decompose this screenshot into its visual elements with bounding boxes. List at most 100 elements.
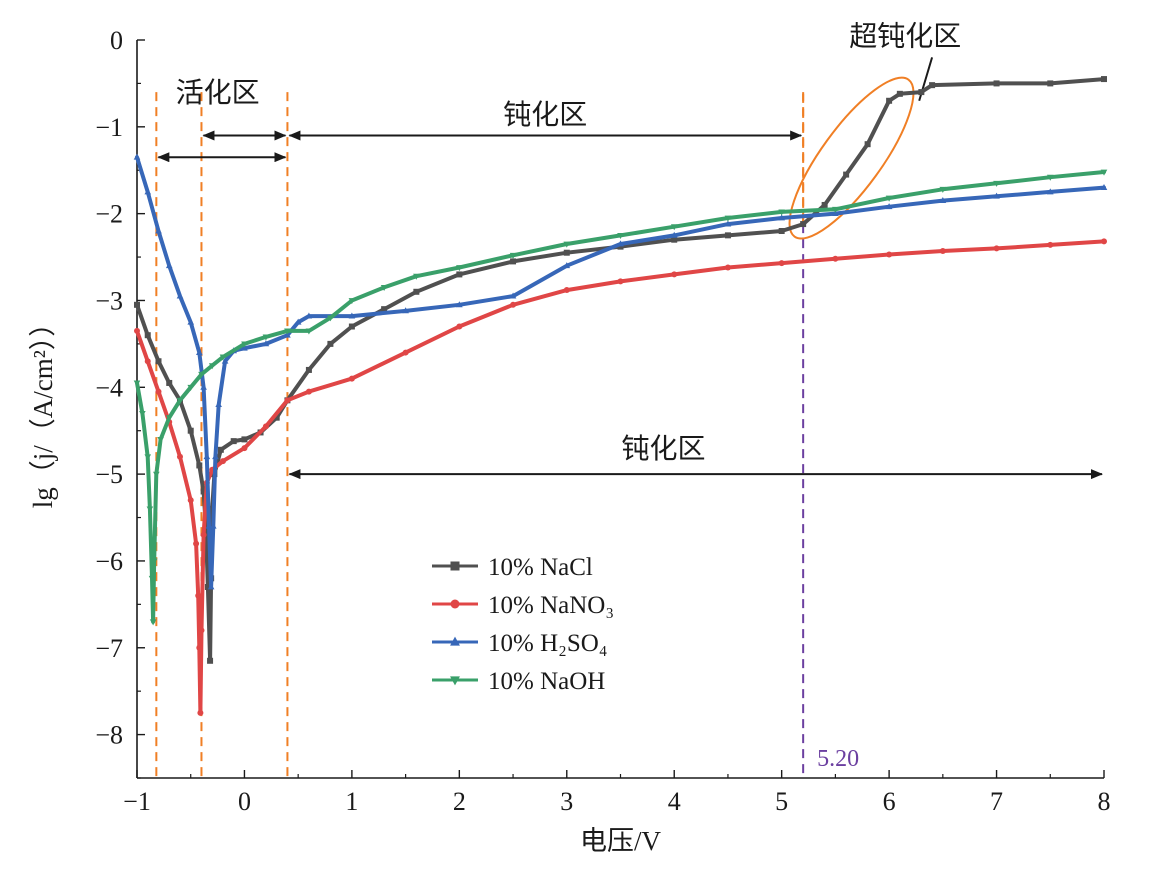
data-point	[144, 332, 151, 339]
data-point	[327, 315, 334, 322]
data-point	[139, 410, 146, 417]
data-point	[413, 273, 420, 280]
data-point	[1047, 80, 1054, 87]
data-point	[155, 227, 162, 234]
data-point	[800, 221, 807, 228]
data-point	[305, 366, 312, 373]
legend-swatch-marker	[450, 636, 460, 646]
data-point	[144, 188, 152, 195]
annotation-layer	[155, 57, 1103, 778]
data-point	[327, 340, 334, 347]
region-label: 活化区	[176, 77, 260, 109]
data-point	[176, 292, 184, 299]
series-layer	[133, 76, 1108, 716]
data-point	[144, 454, 152, 461]
x-tick-label: 0	[238, 787, 251, 816]
data-point	[153, 471, 160, 478]
data-point	[510, 258, 517, 265]
x-tick-label: 7	[990, 787, 1003, 816]
potential-marker-label: 5.20	[817, 746, 859, 772]
x-axis-title: 电压/V	[580, 826, 662, 856]
y-tick-label: −1	[95, 113, 123, 142]
data-point	[196, 462, 203, 469]
data-point	[1100, 184, 1108, 190]
data-point	[563, 241, 571, 248]
legend-swatch-marker	[450, 676, 460, 686]
data-point	[217, 446, 224, 453]
y-tick-label: −6	[95, 547, 123, 576]
data-point	[563, 262, 571, 269]
data-point	[284, 397, 291, 404]
data-point	[219, 354, 227, 361]
data-point	[939, 197, 947, 204]
series-line	[135, 155, 1106, 589]
y-tick-label: −2	[95, 200, 123, 229]
data-point	[724, 215, 732, 222]
data-point	[133, 380, 141, 387]
region-label: 钝化区	[503, 99, 587, 131]
x-tick-label: 5	[775, 787, 788, 816]
data-point	[348, 323, 355, 330]
data-point	[144, 358, 151, 365]
data-point	[778, 228, 785, 235]
data-point	[413, 288, 420, 295]
x-tick-label: 8	[1098, 787, 1111, 816]
legend-swatch-marker	[450, 561, 460, 571]
region-label: 超钝化区	[849, 21, 961, 53]
data-point	[284, 331, 291, 338]
data-point	[864, 141, 871, 148]
data-point	[241, 341, 248, 348]
data-point	[187, 427, 194, 434]
data-point	[215, 401, 222, 408]
data-point	[509, 292, 517, 299]
data-point	[778, 209, 785, 216]
data-point	[150, 558, 158, 565]
transpassive-ellipse	[788, 76, 915, 240]
data-point	[133, 153, 141, 160]
data-point	[155, 388, 162, 395]
x-tick-label: 2	[453, 787, 466, 816]
data-point	[724, 220, 732, 227]
series-line	[135, 77, 1106, 663]
x-tick-label: 1	[345, 787, 358, 816]
data-point	[200, 383, 207, 390]
data-point	[563, 249, 570, 256]
legend-swatch-marker	[450, 599, 460, 609]
legend-label: 10% NaNO₃	[488, 592, 614, 619]
data-point	[205, 522, 213, 529]
data-point	[939, 186, 947, 193]
data-point	[196, 644, 203, 651]
data-point	[134, 301, 140, 308]
data-point	[207, 657, 214, 664]
data-point	[166, 379, 173, 386]
data-point	[212, 453, 219, 460]
data-point	[456, 323, 463, 330]
y-tick-label: 0	[110, 26, 123, 55]
data-point	[402, 307, 409, 314]
data-point	[195, 592, 202, 599]
data-point	[671, 236, 678, 243]
data-point	[148, 575, 156, 582]
data-point	[262, 423, 269, 430]
data-point	[886, 97, 893, 104]
data-point	[896, 90, 903, 97]
data-point	[241, 344, 248, 351]
data-point	[724, 232, 731, 239]
data-point	[241, 445, 248, 452]
data-point	[146, 506, 154, 513]
data-point	[203, 453, 211, 460]
data-point	[149, 619, 157, 626]
data-point	[193, 540, 200, 547]
data-point	[832, 210, 839, 217]
data-point	[187, 318, 195, 325]
data-point	[241, 436, 248, 443]
data-point	[176, 453, 183, 460]
y-axis-title: lg（j/（A/cm²））	[28, 310, 58, 509]
y-tick-label: −7	[95, 634, 123, 663]
data-point	[381, 306, 388, 313]
data-point	[832, 206, 839, 213]
data-point	[1046, 188, 1054, 195]
data-point	[262, 334, 270, 341]
data-point	[1100, 169, 1108, 176]
